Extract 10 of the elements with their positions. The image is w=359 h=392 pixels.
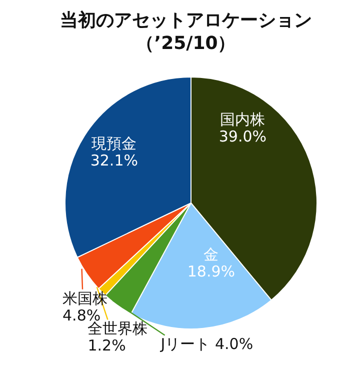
- data-label: 39.0%: [218, 127, 267, 146]
- chart-subtitle: （’25/10）: [136, 33, 236, 54]
- data-label: 1.2%: [88, 336, 126, 355]
- slice-label: 現預金: [92, 134, 137, 152]
- data-label: 32.1%: [90, 151, 138, 170]
- chart-title: 当初のアセットアロケーション: [60, 10, 312, 31]
- slice-label: 国内株: [220, 110, 266, 128]
- slice-label: 金: [204, 245, 219, 264]
- data-label: 18.9%: [187, 262, 236, 280]
- slice-label: Jリート 4.0%: [160, 335, 254, 354]
